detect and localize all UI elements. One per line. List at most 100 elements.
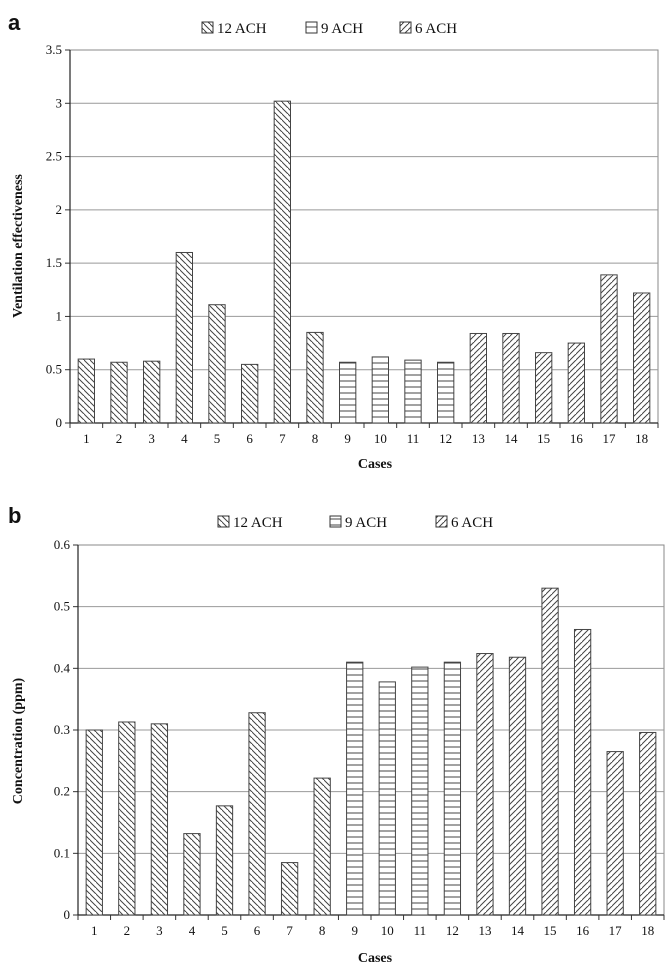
x-tick-label: 11: [414, 923, 427, 938]
legend-label: 6 ACH: [415, 21, 457, 37]
y-tick-label: 0: [56, 415, 63, 430]
y-tick-label: 0.2: [54, 784, 70, 799]
y-tick-label: 0.5: [54, 599, 70, 614]
bar-case-15: [541, 587, 559, 916]
panel-a-y-axis-title: Ventilation effectiveness: [11, 174, 26, 318]
x-tick-label: 7: [286, 923, 293, 938]
bar-case-10: [378, 681, 396, 916]
legend-swatch: [329, 515, 342, 528]
bar-case-4: [183, 833, 201, 916]
y-tick-label: 0: [64, 907, 71, 922]
x-tick-label: 14: [511, 923, 525, 938]
y-tick-label: 0.4: [54, 660, 71, 675]
y-tick-label: 0.1: [54, 845, 70, 860]
bar-case-12: [437, 361, 455, 424]
x-tick-label: 17: [603, 431, 617, 446]
x-tick-label: 10: [374, 431, 387, 446]
x-tick-label: 16: [570, 431, 584, 446]
x-tick-label: 2: [124, 923, 131, 938]
panel-a-chart: a 12 ACH 9 ACH 6 ACH 00.511.522.533.51 2 3 4 5…: [8, 10, 659, 472]
y-tick-label: 1: [56, 308, 63, 323]
legend-swatch: [217, 515, 230, 528]
x-tick-label: 5: [214, 431, 221, 446]
bar-case-6: [248, 712, 266, 916]
x-tick-label: 9: [344, 431, 351, 446]
x-tick-label: 14: [505, 431, 519, 446]
bar-case-16: [567, 342, 585, 424]
x-tick-label: 11: [407, 431, 420, 446]
x-tick-label: 10: [381, 923, 394, 938]
bar-case-7: [280, 862, 299, 916]
x-tick-label: 3: [156, 923, 163, 938]
x-tick-label: 4: [189, 923, 196, 938]
x-tick-label: 18: [635, 431, 648, 446]
bar-case-5: [208, 304, 226, 424]
x-tick-label: 12: [446, 923, 459, 938]
x-tick-label: 13: [478, 923, 491, 938]
legend-swatch: [399, 21, 412, 34]
legend-label: 12 ACH: [233, 515, 283, 531]
bar-case-8: [313, 777, 331, 916]
bar-case-1: [85, 729, 103, 916]
panel-b-legend: 12 ACH 9 ACH 6 ACH: [217, 515, 493, 531]
bar-case-4: [175, 251, 193, 424]
x-tick-label: 15: [544, 923, 557, 938]
bar-case-11: [411, 666, 429, 916]
bar-case-18: [633, 292, 651, 424]
bar-case-8: [306, 331, 324, 424]
x-tick-label: 8: [312, 431, 319, 446]
y-tick-label: 3.5: [46, 42, 62, 57]
x-tick-label: 18: [641, 923, 654, 938]
x-tick-label: 6: [254, 923, 261, 938]
bar-case-2: [118, 721, 136, 916]
panel-a-letter: a: [8, 10, 21, 35]
bar-case-7: [273, 100, 292, 424]
x-tick-label: 16: [576, 923, 590, 938]
panel-a-x-axis-title: Cases: [358, 457, 393, 472]
bar-case-12: [443, 661, 462, 916]
panel-b-y-axis-title: Concentration (ppm): [11, 677, 26, 804]
x-tick-label: 9: [351, 923, 358, 938]
bar-case-15: [535, 352, 553, 424]
bar-case-14: [508, 656, 527, 916]
legend-swatch: [201, 21, 214, 34]
legend-label: 9 ACH: [345, 515, 387, 531]
bar-case-10: [371, 356, 390, 424]
x-tick-label: 5: [221, 923, 228, 938]
y-tick-label: 2.5: [46, 149, 62, 164]
y-tick-label: 2: [56, 202, 63, 217]
panel-a-plot-area: 00.511.522.533.51 2 3 4 5 6 7 8 9 10 11 12 13 14 15 16 1…: [46, 42, 659, 446]
legend-label: 6 ACH: [451, 515, 493, 531]
bar-case-18: [639, 731, 657, 916]
bar-case-1: [77, 358, 95, 424]
legend-swatch: [305, 21, 318, 34]
bar-case-2: [110, 361, 128, 424]
panel-a-legend: 12 ACH 9 ACH 6 ACH: [201, 21, 457, 37]
x-tick-label: 1: [91, 923, 98, 938]
bar-case-3: [150, 723, 169, 916]
legend-swatch: [435, 515, 448, 528]
y-tick-label: 0.3: [54, 722, 70, 737]
panel-b-chart: b 12 ACH 9 ACH 6 ACH 00.10.20.30.40.50.61 2…: [8, 503, 665, 966]
x-tick-label: 6: [246, 431, 253, 446]
bar-case-17: [606, 751, 624, 916]
bar-case-14: [502, 332, 520, 424]
y-tick-label: 3: [56, 95, 63, 110]
bar-case-11: [404, 359, 422, 424]
panel-b-plot-area: 00.10.20.30.40.50.61 2 3 4 5 6 7 8 9 10 11 12 13 14 15…: [54, 537, 665, 938]
bar-case-17: [600, 274, 618, 424]
bar-case-6: [241, 363, 259, 424]
bar-case-5: [215, 805, 234, 916]
panel-b-x-axis-title: Cases: [358, 951, 393, 966]
x-tick-label: 1: [83, 431, 90, 446]
y-tick-label: 0.6: [54, 537, 71, 552]
x-tick-label: 13: [472, 431, 485, 446]
bar-case-16: [573, 628, 592, 916]
bar-case-3: [143, 360, 161, 424]
legend-label: 12 ACH: [217, 21, 267, 37]
x-tick-label: 15: [537, 431, 550, 446]
panel-b-letter: b: [8, 503, 21, 528]
y-tick-label: 1.5: [46, 255, 62, 270]
x-tick-label: 8: [319, 923, 326, 938]
